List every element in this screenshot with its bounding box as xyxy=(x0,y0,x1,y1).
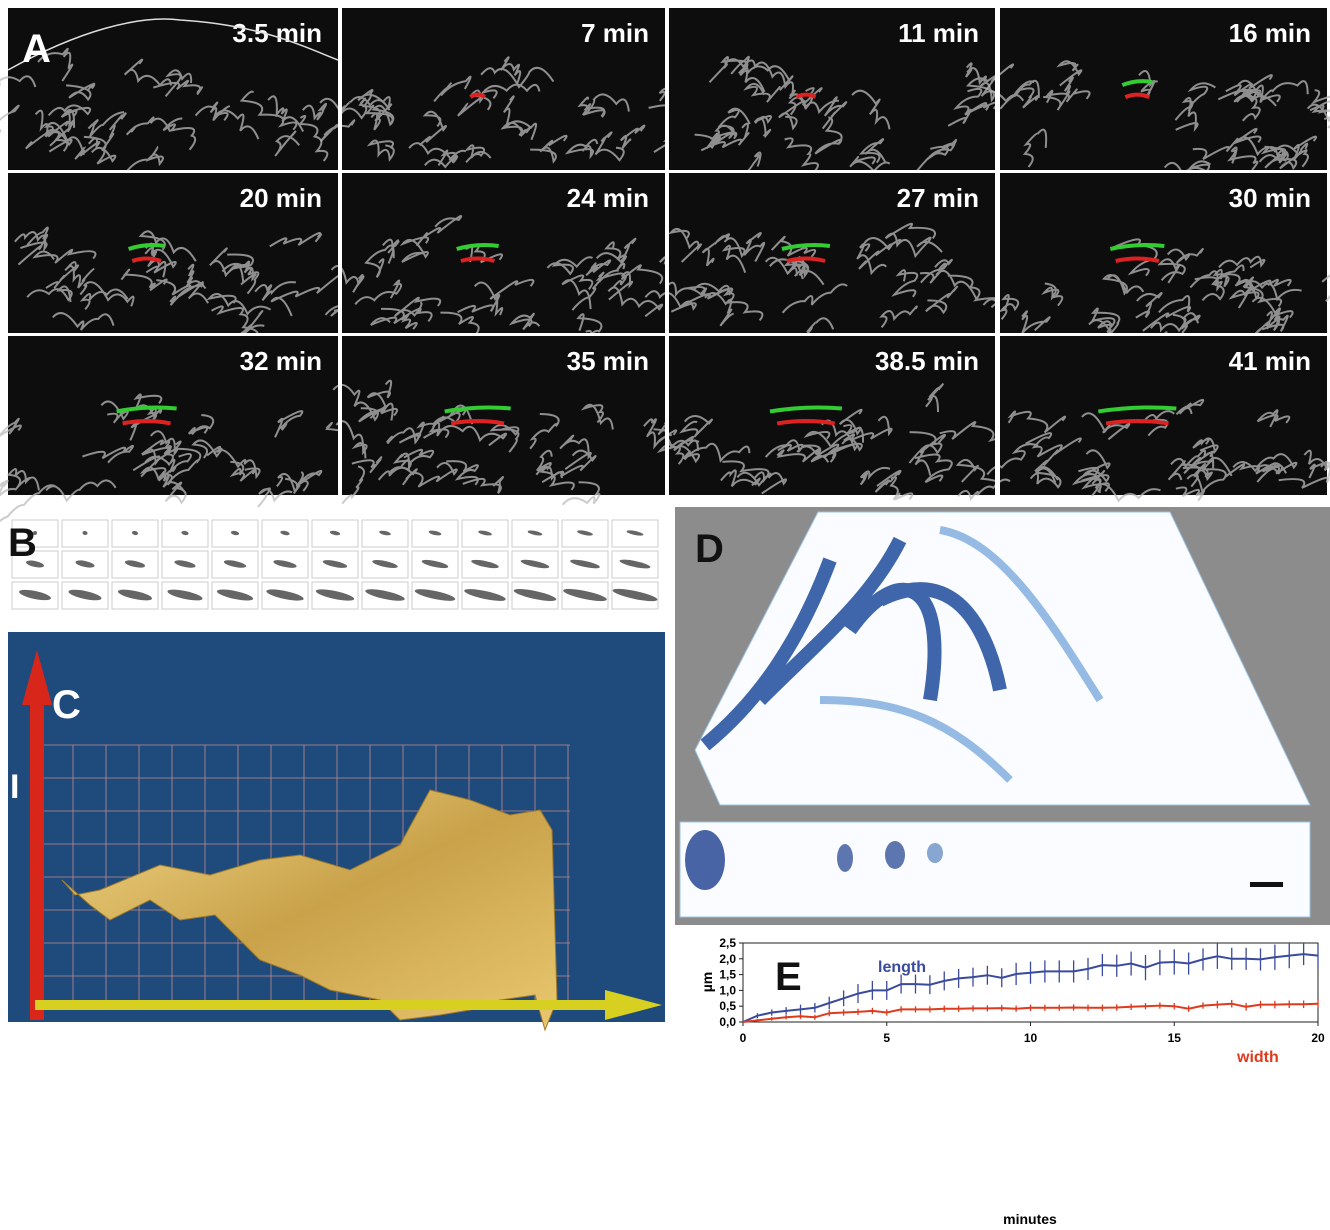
time-label: 24 min xyxy=(567,183,649,213)
time-label: 3.5 min xyxy=(232,18,322,48)
panel-letter: E xyxy=(775,955,802,999)
y-tick-label: 0,0 xyxy=(719,1015,736,1029)
panel-b: B xyxy=(8,520,658,609)
separator xyxy=(8,170,1330,173)
panel-c: C I t xyxy=(8,632,665,1074)
y-tick-label: 2,5 xyxy=(719,936,736,950)
panel-a: 3.5 min 7 min 11 min 16 min 20 min 24 min 27 m… xyxy=(0,8,1330,531)
blob xyxy=(927,843,943,863)
x-tick-label: 0 xyxy=(740,1031,747,1045)
x-tick-label: 10 xyxy=(1024,1031,1038,1045)
panel-letter: D xyxy=(695,527,724,571)
legend-label: width xyxy=(1236,1049,1279,1066)
panel-letter: C xyxy=(52,683,81,727)
scale-bar xyxy=(1250,882,1283,887)
panel-e: 0,0 0,5 1,01,5 2,0 2,5 0 5 10 15 20 length width Emi… xyxy=(699,936,1325,1227)
time-label: 38.5 min xyxy=(875,346,979,376)
x-tick-label: 5 xyxy=(883,1031,890,1045)
y-tick-label: 0,5 xyxy=(719,999,736,1013)
time-label: 27 min xyxy=(897,183,979,213)
time-label: 30 min xyxy=(1229,183,1311,213)
separator xyxy=(995,8,1000,495)
time-label: 16 min xyxy=(1229,18,1311,48)
time-label: 20 min xyxy=(240,183,322,213)
panel-letter: A xyxy=(22,27,51,71)
time-label: 41 min xyxy=(1229,346,1311,376)
x-tick-label: 20 xyxy=(1311,1031,1325,1045)
blob xyxy=(837,844,853,872)
x-tick-label: 15 xyxy=(1168,1031,1182,1045)
y-axis-label: µm xyxy=(699,972,715,993)
i-axis xyxy=(30,700,44,1020)
y-tick-label: 1,5 xyxy=(719,968,736,982)
y-tick-label: 1,0 xyxy=(719,983,736,997)
separator xyxy=(338,8,342,495)
separator xyxy=(665,8,669,495)
time-label: 7 min xyxy=(581,18,649,48)
x-axis-label: minutes xyxy=(1003,1211,1057,1227)
time-label: 32 min xyxy=(240,346,322,376)
figure: 3.5 min 7 min 11 min 16 min 20 min 24 min 27 m… xyxy=(0,0,1330,1230)
panel-letter: B xyxy=(8,521,37,565)
side-view xyxy=(680,822,1310,917)
axis-label: t xyxy=(514,1036,525,1074)
blob xyxy=(685,830,725,890)
panel-d: D xyxy=(675,507,1330,925)
time-label: 35 min xyxy=(567,346,649,376)
legend-label: length xyxy=(878,959,926,976)
y-tick-label: 2,0 xyxy=(719,952,736,966)
blob xyxy=(885,841,905,869)
time-label: 11 min xyxy=(898,18,979,48)
t-axis xyxy=(35,1000,615,1010)
axis-label: I xyxy=(10,768,19,806)
separator xyxy=(8,333,1330,336)
